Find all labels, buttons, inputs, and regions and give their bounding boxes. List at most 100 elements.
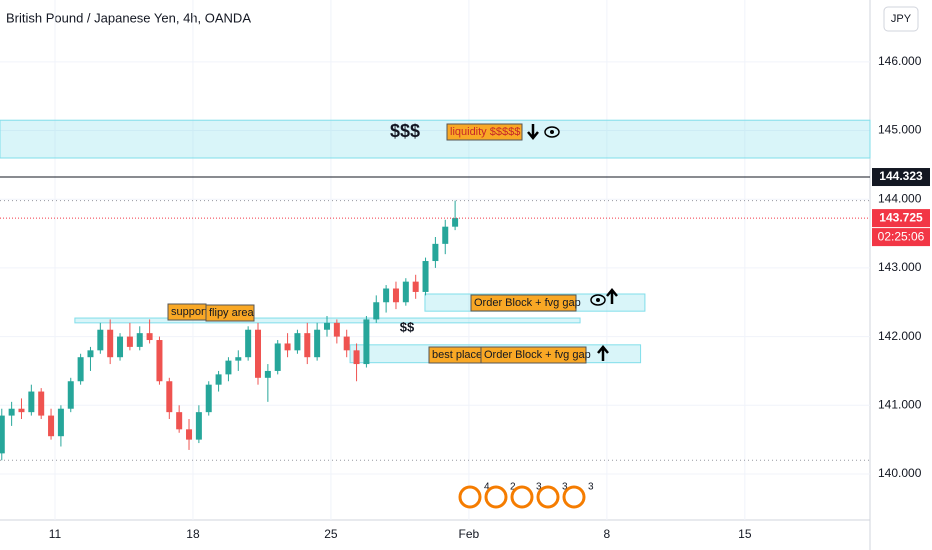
annotation-label: best place (432, 349, 482, 361)
y-tick-label: 142.000 (878, 329, 922, 343)
x-tick-label: 8 (604, 527, 611, 541)
candle-body (195, 412, 202, 440)
candle-body (294, 333, 301, 351)
candle-body (225, 360, 232, 375)
event-count: 4 (484, 482, 490, 493)
event-icon (510, 485, 534, 509)
candle-body (107, 329, 114, 358)
y-tick-label: 141.000 (878, 397, 922, 411)
candle-body (402, 281, 409, 303)
candle-body (314, 329, 321, 358)
candle-body (432, 243, 439, 262)
price-label: 143.725 (879, 210, 923, 224)
candle-body (412, 281, 419, 292)
event-icon (536, 485, 560, 509)
candle-body (255, 329, 262, 378)
candle-body (235, 357, 242, 361)
arrow-icon (606, 288, 618, 304)
candle-body (264, 370, 271, 378)
candle-body (48, 415, 55, 437)
y-tick-label: 143.000 (878, 260, 922, 274)
candle-body (215, 374, 222, 385)
candle-body (422, 261, 429, 292)
price-label-box (872, 168, 930, 187)
annotation-label: liquidity $$$$$ (450, 126, 520, 138)
y-tick-label: 144.000 (878, 191, 922, 205)
candle-body (166, 381, 173, 413)
candle-body (304, 333, 311, 358)
currency: JPY (891, 13, 912, 25)
price-label: 144.323 (879, 169, 923, 183)
candle-body (176, 412, 183, 430)
price-label-box (872, 209, 930, 228)
candle-body (77, 357, 84, 382)
annotation-label: support (171, 306, 208, 318)
annotation-label: flipy area (209, 307, 255, 319)
x-tick-label: 15 (738, 527, 752, 541)
candle-body (383, 288, 390, 303)
y-tick-label: 145.000 (878, 123, 922, 137)
annotation-label: Order Block + fvg gap (484, 349, 591, 361)
candle-body (146, 333, 153, 341)
arrow-icon (597, 345, 609, 361)
candle-body (452, 218, 459, 227)
event-icon (458, 485, 482, 509)
y-tick-label: 140.000 (878, 466, 922, 480)
candle-body (333, 322, 340, 337)
x-tick-label: 25 (324, 527, 338, 541)
event-icon (484, 485, 508, 509)
candle-body (373, 302, 380, 320)
zone (0, 119, 871, 159)
candle-body (274, 343, 281, 371)
event-count: 3 (562, 482, 568, 493)
candle-body (87, 350, 94, 358)
candle-body (353, 350, 360, 365)
candle-body (8, 408, 15, 416)
annotation-box (480, 346, 587, 364)
candle-body (284, 343, 291, 351)
annotation-note: $$ (400, 319, 415, 334)
annotation-box (446, 123, 523, 141)
candle-body (205, 384, 212, 413)
candle-body (343, 336, 350, 351)
eye-icon (590, 294, 606, 306)
candle-body (156, 340, 163, 382)
countdown-box (872, 228, 930, 247)
candle-body (126, 336, 133, 347)
candle-body (67, 381, 74, 409)
x-tick-label: 11 (49, 527, 62, 541)
candle-body (186, 429, 193, 440)
annotation-box (205, 304, 255, 322)
chart-title: British Pound / Japanese Yen, 4h, OANDA (6, 10, 251, 25)
candle-body (0, 415, 5, 454)
annotation-note: $$$ (390, 121, 420, 141)
candle-body (38, 391, 45, 416)
annotation-box (470, 294, 577, 312)
candle-body (245, 329, 252, 358)
eye-icon (550, 130, 554, 134)
eye-icon (596, 298, 600, 302)
event-icon (562, 485, 586, 509)
candle-body (392, 288, 399, 303)
x-tick-label: Feb (459, 527, 480, 541)
arrow-icon (527, 124, 539, 140)
y-tick-label: 146.000 (878, 54, 922, 68)
countdown: 02:25:06 (878, 229, 925, 243)
event-count: 3 (588, 482, 594, 493)
annotation-label: Order Block + fvg gap (474, 297, 581, 309)
currency-button[interactable] (883, 6, 919, 32)
candle-body (18, 408, 25, 413)
x-tick-label: 18 (186, 527, 200, 541)
candle-body (28, 391, 35, 413)
eye-icon (544, 126, 560, 138)
event-count: 2 (510, 482, 516, 493)
candle-body (363, 319, 370, 365)
candle-body (136, 333, 143, 347)
candle-body (57, 408, 64, 437)
candle-body (442, 226, 449, 244)
candle-body (117, 336, 124, 358)
event-count: 3 (536, 482, 542, 493)
